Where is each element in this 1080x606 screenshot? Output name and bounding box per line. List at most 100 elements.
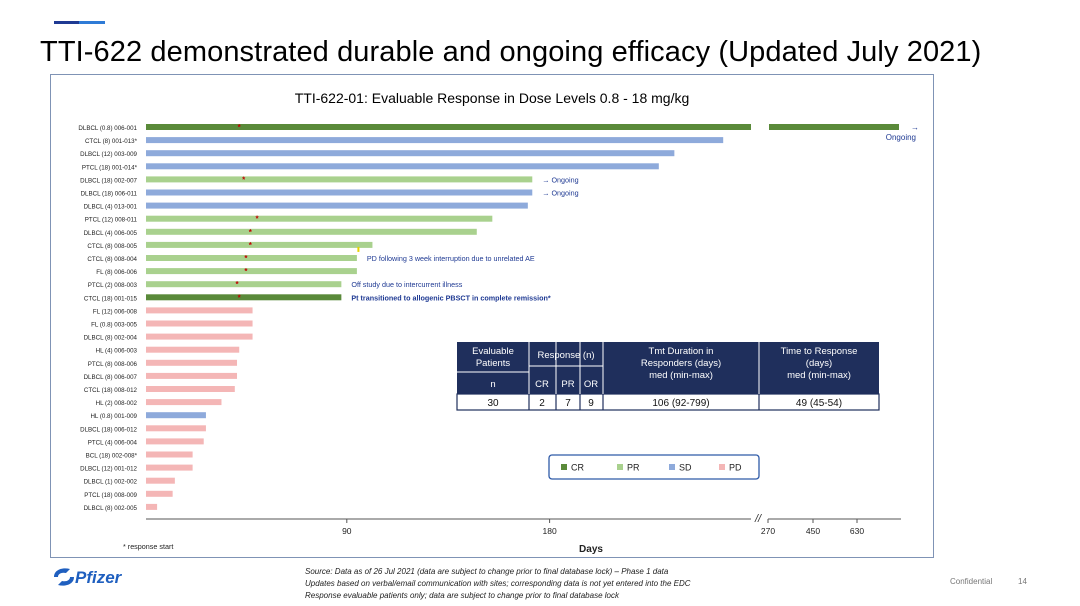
table-header-text: med (min-max) xyxy=(787,370,851,381)
bar-pr xyxy=(146,176,533,183)
footnote-line: Source: Data as of 26 Jul 2021 (data are… xyxy=(305,567,669,576)
source-footnote: Source: Data as of 26 Jul 2021 (data are… xyxy=(305,566,691,602)
patient-label: DLBCL (8) 002-005 xyxy=(84,505,138,512)
ongoing-arrow: → xyxy=(911,123,919,132)
bar-pd xyxy=(146,477,175,484)
patient-label: CTCL (8) 001-013* xyxy=(85,138,138,145)
legend-label: CR xyxy=(571,463,584,473)
annotation-text: PD following 3 week interruption due to … xyxy=(367,254,535,263)
summary-table-body xyxy=(456,393,880,411)
footnote-line: Updates based on verbal/email communicat… xyxy=(305,579,691,588)
patient-label: DLBCL (18) 006-011 xyxy=(81,191,138,198)
patient-label: HL (2) 008-002 xyxy=(96,400,138,407)
annotation-text: → Ongoing xyxy=(542,189,578,198)
bar-pd xyxy=(146,503,158,510)
bar-cr xyxy=(146,124,751,130)
bar-pd xyxy=(146,464,193,471)
table-header-text: Time to Response xyxy=(781,346,858,357)
table-header-text: PR xyxy=(561,379,574,390)
bar-sd xyxy=(146,189,533,196)
accent-bar-light xyxy=(79,21,105,24)
patient-label: DLBCL (12) 003-009 xyxy=(80,151,137,158)
footnote-line: Response evaluable patients only; data a… xyxy=(305,591,619,600)
response-start-marker: * xyxy=(249,241,253,250)
patient-label: DLBCL (8) 006-007 xyxy=(84,374,138,381)
legend-label: PR xyxy=(627,463,640,473)
confidential-label: Confidential xyxy=(950,577,993,586)
patient-label: FL (8) 006-006 xyxy=(96,269,137,276)
patient-label: CTCL (8) 008-004 xyxy=(87,256,137,263)
axis-break-mark: // xyxy=(754,513,762,525)
table-value-duration: 106 (92-799) xyxy=(652,398,709,409)
chart-title: TTI-622-01: Evaluable Response in Dose L… xyxy=(295,90,690,106)
bar-sd xyxy=(146,137,724,144)
bar-sd xyxy=(146,163,659,170)
table-value-or: 9 xyxy=(588,398,594,409)
annotation-text: Ongoing xyxy=(886,133,916,142)
bar-pr xyxy=(146,241,373,248)
x-tick-label: 270 xyxy=(761,526,775,536)
summary-table-header xyxy=(457,342,879,394)
patient-label: PTCL (4) 006-004 xyxy=(88,439,138,446)
patient-label: CTCL (8) 008-005 xyxy=(87,243,137,250)
bar-pr xyxy=(146,215,493,222)
table-header-text: OR xyxy=(584,379,598,390)
patient-label: DLBCL (18) 006-012 xyxy=(80,426,137,433)
bar-sd xyxy=(146,202,528,209)
bar-pd xyxy=(146,399,222,406)
response-start-marker: * xyxy=(242,175,246,184)
x-tick-label: 450 xyxy=(806,526,820,536)
legend-label: PD xyxy=(729,463,742,473)
bar-pd xyxy=(146,359,238,366)
patient-label: PTCL (18) 001-014* xyxy=(82,164,138,171)
interruption-marker xyxy=(357,246,360,252)
response-start-marker: * xyxy=(244,254,248,263)
annotation-text: Pt transitioned to allogenic PBSCT in co… xyxy=(351,293,550,302)
page-number: 14 xyxy=(1018,577,1027,586)
response-start-marker: * xyxy=(238,293,242,302)
response-start-marker: * xyxy=(235,280,239,289)
bar-pd xyxy=(146,425,206,432)
table-header-text: Evaluable xyxy=(472,346,514,357)
table-header-text: med (min-max) xyxy=(649,370,713,381)
accent-bar xyxy=(54,21,79,24)
legend-swatch-sd xyxy=(669,464,675,470)
legend-label: SD xyxy=(679,463,692,473)
table-header-text: Response (n) xyxy=(537,350,594,361)
response-start-marker: * xyxy=(244,267,248,276)
table-value-ttr: 49 (45-54) xyxy=(796,398,842,409)
bar-cr xyxy=(146,294,342,301)
legend-swatch-pd xyxy=(719,464,725,470)
table-header-text: CR xyxy=(535,379,549,390)
swimmer-chart: TTI-622-01: Evaluable Response in Dose L… xyxy=(78,90,919,555)
pfizer-logo-icon xyxy=(54,568,74,586)
bar-pd xyxy=(146,320,253,327)
patient-label: DLBCL (4) 006-005 xyxy=(84,230,138,237)
bar-pd xyxy=(146,333,253,340)
response-start-marker: * xyxy=(238,123,242,132)
patient-label: DLBCL (4) 013-001 xyxy=(84,204,138,211)
patient-label: DLBCL (1) 002-002 xyxy=(84,479,138,486)
patient-label: HL (0.8) 001-009 xyxy=(90,413,137,420)
annotation-text: Off study due to intercurrent illness xyxy=(351,280,462,289)
bar-pr xyxy=(146,281,342,288)
patient-label: HL (4) 006-003 xyxy=(96,348,138,355)
bar-pd xyxy=(146,438,204,445)
patient-label: BCL (18) 002-008* xyxy=(86,453,138,460)
patient-label: PTCL (2) 008-003 xyxy=(88,282,138,289)
patient-label: DLBCL (8) 002-004 xyxy=(84,335,138,342)
bar-pd xyxy=(146,490,173,497)
bar-sd xyxy=(146,412,206,419)
bar-pr xyxy=(146,268,357,275)
bar-pr xyxy=(146,255,357,261)
patient-label: CTCL (18) 001-015 xyxy=(84,295,138,302)
patient-label: DLBCL (18) 002-007 xyxy=(80,177,137,184)
legend-swatch-cr xyxy=(561,464,567,470)
patient-label: DLBCL (0.8) 006-001 xyxy=(78,125,137,132)
response-start-marker: * xyxy=(249,228,253,237)
table-header-text: Responders (days) xyxy=(641,358,721,369)
x-tick-label: 180 xyxy=(543,526,557,536)
response-start-marker: * xyxy=(255,215,259,224)
star-footnote: * response start xyxy=(123,542,173,551)
patient-label: CTCL (18) 008-012 xyxy=(84,387,138,394)
